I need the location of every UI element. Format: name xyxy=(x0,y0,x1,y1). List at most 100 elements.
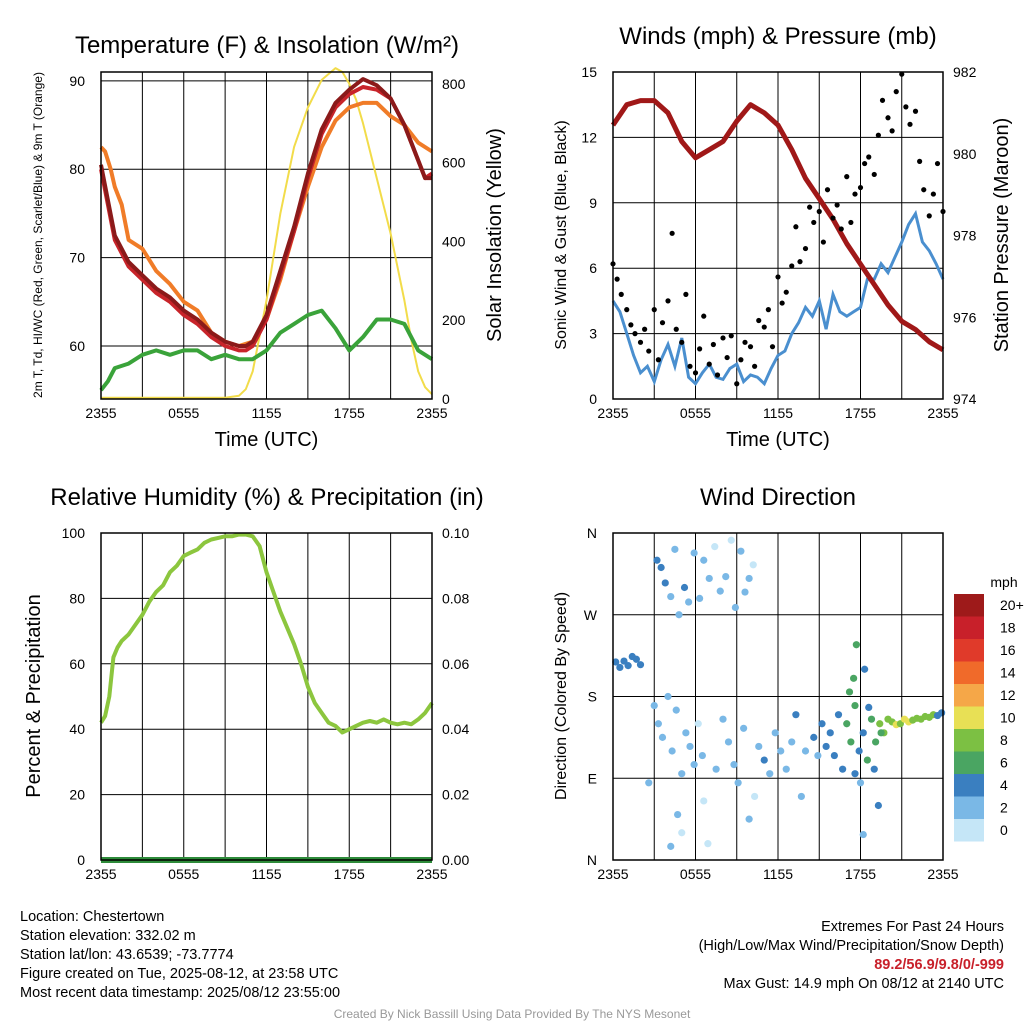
rh-series-line xyxy=(99,532,434,735)
direction-point xyxy=(749,561,757,569)
gust-point xyxy=(934,160,941,167)
gust-point xyxy=(728,333,734,339)
direction-point xyxy=(843,720,851,728)
gust-point xyxy=(844,174,850,180)
direction-point xyxy=(861,665,869,673)
x-tick-label: 2355 xyxy=(416,866,447,882)
x-tick-label: 1155 xyxy=(251,866,281,882)
gust-point xyxy=(720,335,726,341)
direction-point xyxy=(745,574,753,583)
y2-axis-label: Station Pressure (Maroon) xyxy=(991,118,1013,353)
gust-point xyxy=(917,158,923,164)
gust-point xyxy=(830,215,836,221)
colorbar-label: 10 xyxy=(1000,710,1016,726)
gust-point xyxy=(659,320,666,326)
gust-point xyxy=(811,219,817,226)
y-tick-label: 90 xyxy=(69,73,85,89)
colorbar-label: 4 xyxy=(1000,777,1008,793)
latlon-text: Station lat/lon: 43.6539; -73.7774 xyxy=(20,947,234,963)
y-tick-label: S xyxy=(588,689,597,705)
direction-point xyxy=(777,747,785,755)
gust-point xyxy=(734,381,740,387)
direction-point xyxy=(851,770,859,778)
direction-point xyxy=(734,779,742,787)
y-tick-label: W xyxy=(584,607,598,623)
gust-point xyxy=(866,154,872,160)
colorbar-swatch xyxy=(954,729,984,752)
direction-point xyxy=(664,692,672,701)
y2-tick-label: 0.08 xyxy=(442,590,469,606)
y-axis-label: 2m T, Td, HI/WC (Red, Green, Scarlet/Blu… xyxy=(31,72,45,398)
gust-point xyxy=(665,298,671,304)
direction-point xyxy=(751,792,759,801)
direction-point xyxy=(855,747,863,755)
gust-point xyxy=(738,357,744,363)
pressure-series-line xyxy=(610,98,945,353)
plot-border xyxy=(612,71,944,400)
colorbar-label: 18 xyxy=(1000,620,1016,636)
extremes-description: (High/Low/Max Wind/Precipitation/Snow De… xyxy=(698,938,1004,954)
y-tick-label: 15 xyxy=(581,64,597,80)
gust-point xyxy=(779,300,785,306)
gust-point xyxy=(871,171,877,178)
insolation-series-line xyxy=(101,67,433,399)
gust-point xyxy=(793,224,799,230)
y-axis-label: Percent & Precipitation xyxy=(23,594,45,797)
x-tick-label: 1155 xyxy=(763,405,793,421)
direction-point xyxy=(877,729,885,737)
x-tick-label: 2355 xyxy=(927,866,958,882)
direction-point xyxy=(700,797,708,805)
direction-point xyxy=(826,729,834,737)
gust-point xyxy=(885,115,891,121)
x-tick-label: 0555 xyxy=(168,866,199,882)
gust-point xyxy=(651,307,657,313)
gust-point xyxy=(930,191,936,197)
x-tick-label: 1155 xyxy=(251,405,281,421)
gust-point xyxy=(903,104,909,110)
direction-point xyxy=(822,742,830,751)
direction-point xyxy=(839,765,847,773)
recent-data-text: Most recent data timestamp: 2025/08/12 2… xyxy=(20,985,341,1001)
direction-point xyxy=(801,747,810,755)
x-tick-label: 2355 xyxy=(85,866,116,882)
winds-chart: 2355 0555 1155 1755 235503691215974976978980… xyxy=(553,23,1013,451)
gust-point xyxy=(816,208,822,215)
direction-point xyxy=(818,720,826,728)
direction-point xyxy=(632,655,640,663)
direction-point xyxy=(865,703,873,712)
y2-tick-label: 400 xyxy=(442,233,466,249)
direction-point xyxy=(675,611,683,619)
direction-point xyxy=(650,701,658,710)
colorbar-swatch xyxy=(954,639,984,662)
direction-point xyxy=(645,779,653,787)
gust-point xyxy=(875,132,881,138)
gust-point xyxy=(624,307,630,313)
gust-point xyxy=(907,121,913,127)
direction-point xyxy=(731,603,739,612)
colorbar-label: 0 xyxy=(1000,822,1008,838)
direction-point xyxy=(810,733,818,741)
y-tick-label: N xyxy=(587,525,597,541)
y2-tick-label: 600 xyxy=(442,155,466,171)
direction-point xyxy=(698,751,706,760)
y2-tick-label: 976 xyxy=(953,309,977,325)
direction-point xyxy=(658,733,667,741)
colorbar-swatch xyxy=(954,751,984,774)
x-tick-label: 1755 xyxy=(334,866,365,882)
direction-point xyxy=(624,662,632,670)
gust-point xyxy=(893,89,899,95)
gust-point xyxy=(687,363,693,369)
direction-point xyxy=(938,709,946,717)
temperature-chart: 2355 0555 1155 1755 2355 60 70 80 90 0 200 400 600 80… xyxy=(31,32,506,451)
colorbar-label: 20+ xyxy=(1000,597,1024,613)
colorbar-label: 6 xyxy=(1000,755,1008,771)
direction-point xyxy=(667,842,675,850)
colorbar-swatch xyxy=(954,774,984,797)
direction-point xyxy=(700,556,708,564)
y-tick-label: 3 xyxy=(589,326,597,342)
y-tick-label: 20 xyxy=(69,787,85,803)
direction-point xyxy=(788,738,796,746)
colorbar-swatch xyxy=(954,796,984,819)
gust-point xyxy=(642,326,648,332)
direction-point xyxy=(661,579,669,587)
